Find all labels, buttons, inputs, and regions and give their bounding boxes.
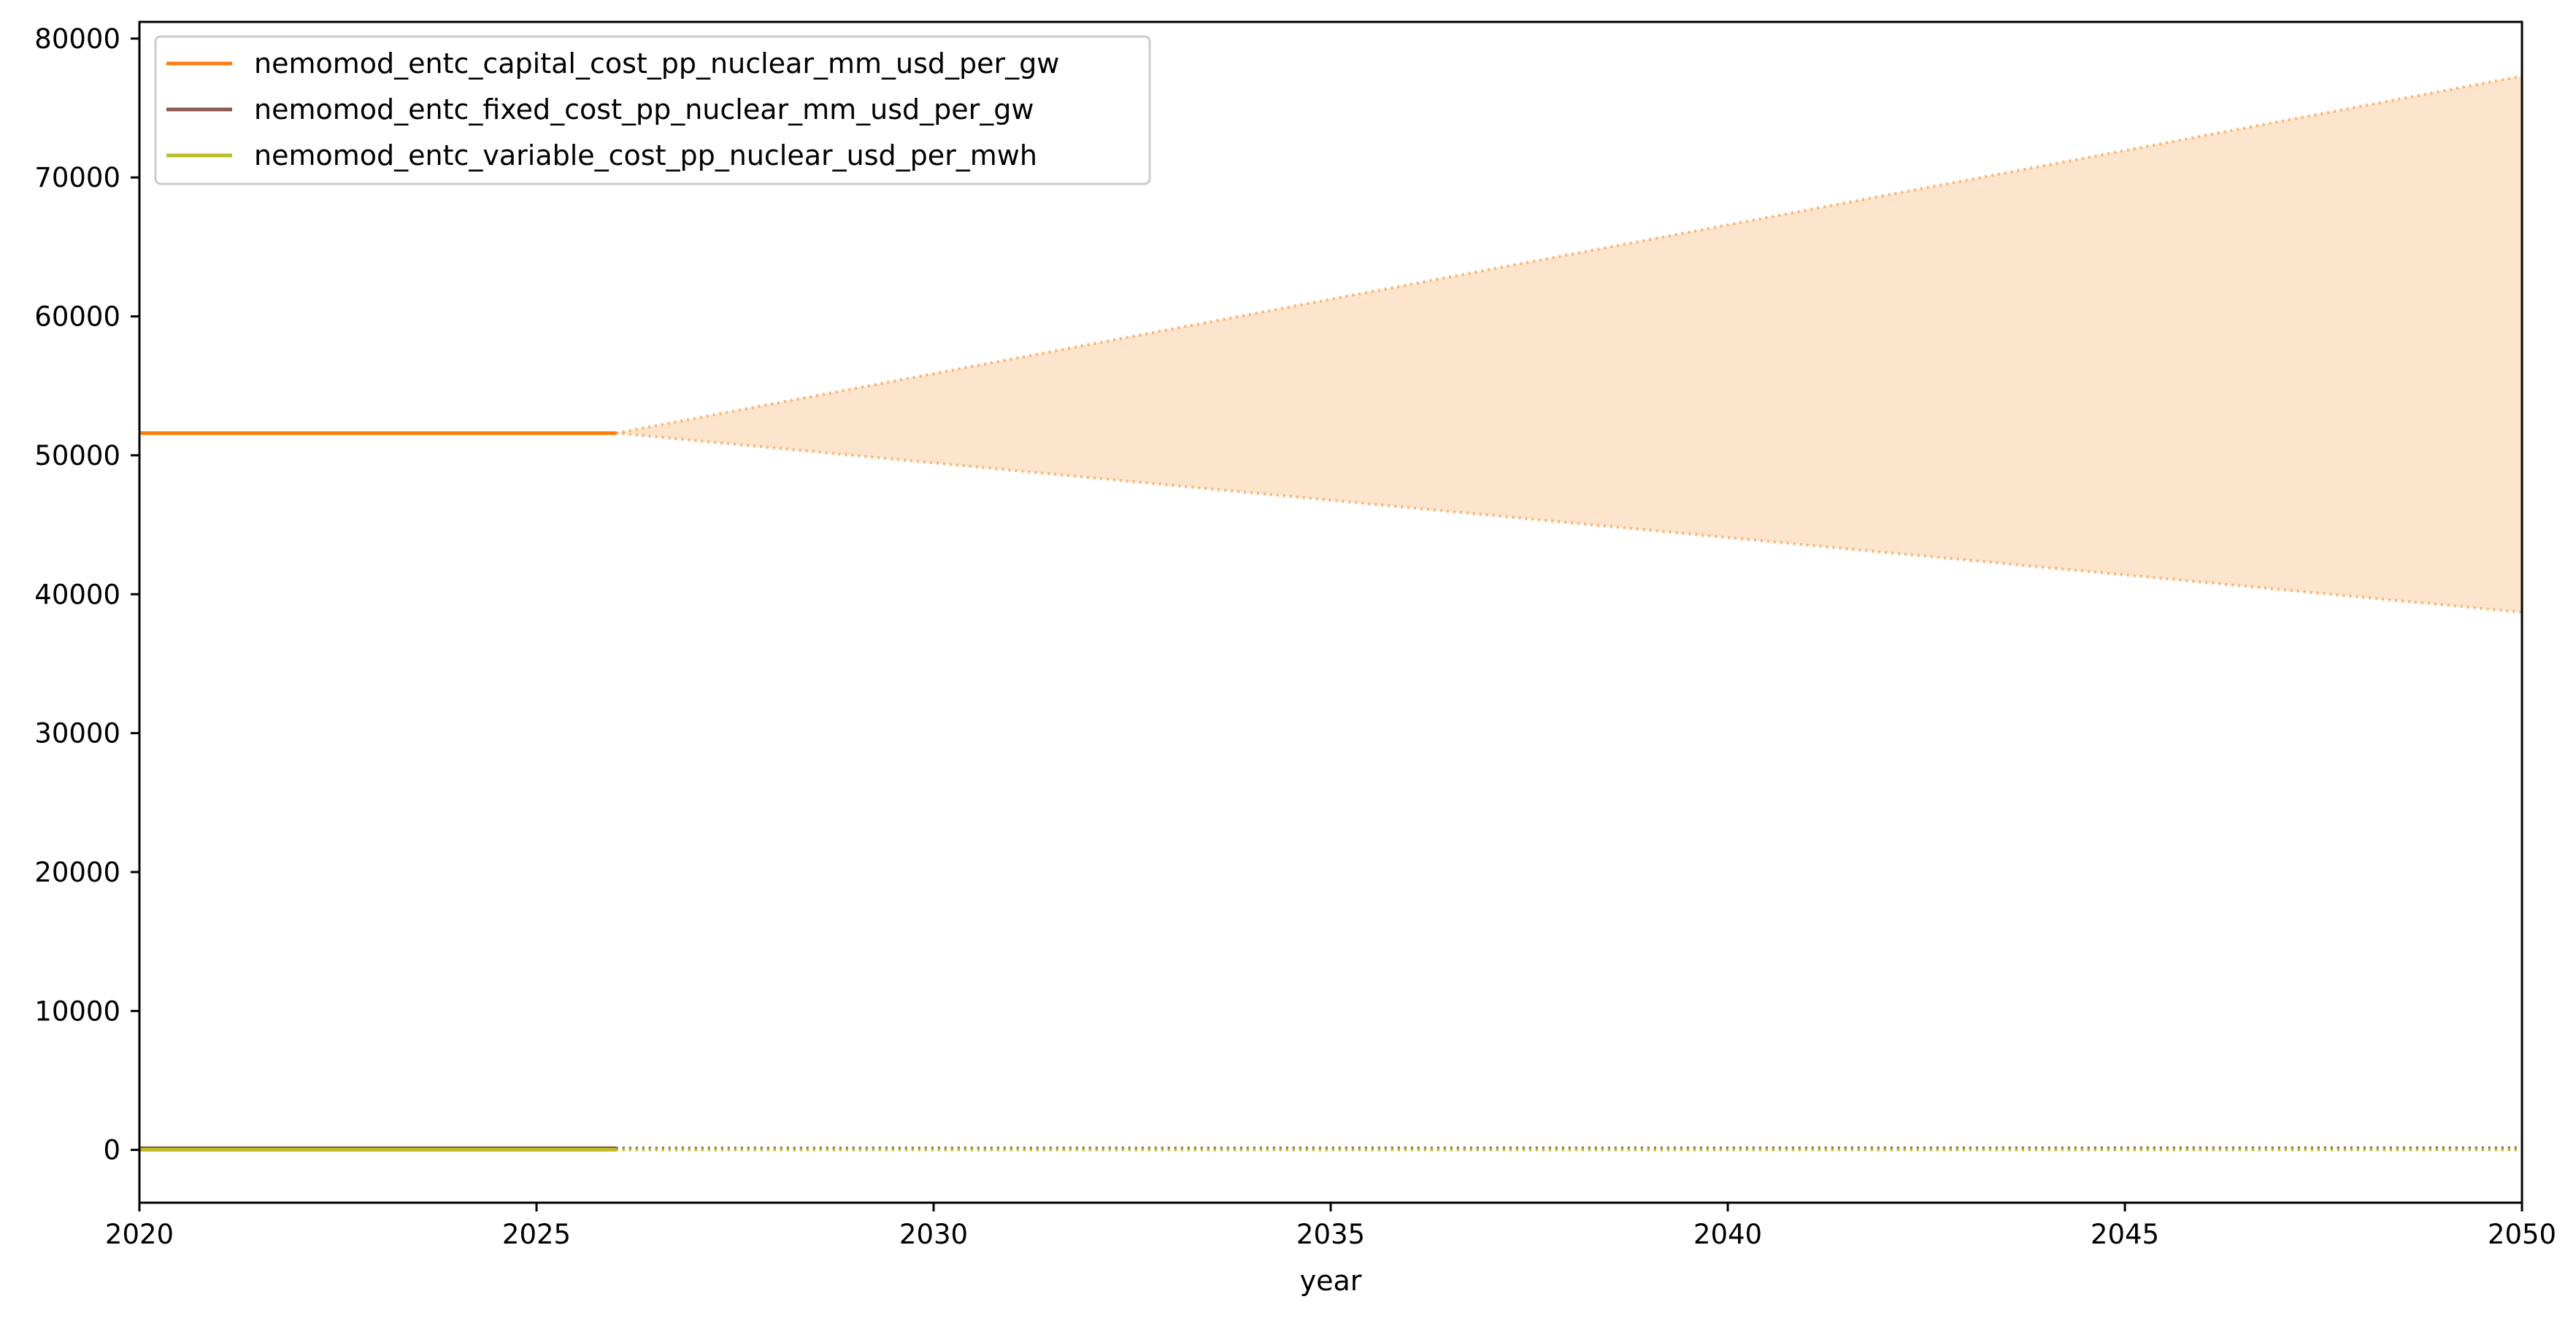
y-tick-label: 30000 bbox=[34, 718, 120, 749]
x-tick-label: 2025 bbox=[502, 1219, 571, 1250]
y-tick-label: 70000 bbox=[34, 162, 120, 193]
y-tick-label: 60000 bbox=[34, 301, 120, 333]
axes: 2020 2025 2030 2035 2040 2045 2050 0 10000 20000 3… bbox=[34, 20, 2556, 1250]
y-tick-label: 0 bbox=[103, 1135, 120, 1166]
plot-area bbox=[139, 74, 2523, 1152]
legend-label-3: nemomod_entc_variable_cost_pp_nuclear_us… bbox=[254, 139, 1037, 172]
y-tick-label: 20000 bbox=[34, 857, 120, 888]
x-tick-label: 2035 bbox=[1296, 1219, 1365, 1250]
x-tick-label: 2030 bbox=[899, 1219, 968, 1250]
projection-upper-line-1 bbox=[615, 74, 2523, 435]
uncertainty-band-1 bbox=[615, 76, 2522, 612]
x-tick-label: 2040 bbox=[1693, 1219, 1762, 1250]
y-tick-label: 50000 bbox=[34, 440, 120, 471]
x-tick-label: 2050 bbox=[2488, 1219, 2556, 1250]
y-tick-label: 40000 bbox=[34, 579, 120, 610]
x-axis-label: year bbox=[1300, 1265, 1362, 1297]
legend: nemomod_entc_capital_cost_pp_nuclear_mm_… bbox=[154, 35, 1151, 185]
legend-box bbox=[154, 35, 1151, 185]
legend-label-2: nemomod_entc_fixed_cost_pp_nuclear_mm_us… bbox=[254, 93, 1034, 126]
y-tick-label: 10000 bbox=[34, 995, 120, 1027]
y-tick-label: 80000 bbox=[34, 23, 120, 55]
x-tick-label: 2045 bbox=[2091, 1219, 2159, 1250]
x-tick-label: 2020 bbox=[105, 1219, 174, 1250]
legend-label-1: nemomod_entc_capital_cost_pp_nuclear_mm_… bbox=[254, 47, 1059, 80]
